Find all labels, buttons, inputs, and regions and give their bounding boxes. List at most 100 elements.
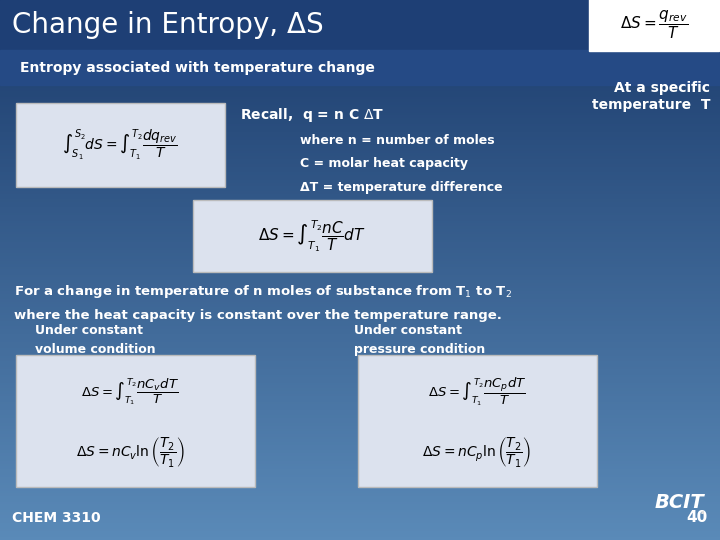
Bar [0,272,720,275]
Text: Under constant
volume condition: Under constant volume condition [35,324,156,356]
Bar [0,12,720,16]
Text: Change in Entropy, ΔS: Change in Entropy, ΔS [12,11,323,39]
Bar [0,50,720,54]
Bar [0,401,720,405]
Bar [0,299,720,302]
Bar [0,31,720,35]
Bar [0,458,720,462]
Bar [0,461,720,464]
Bar [0,312,720,316]
Text: $\int_{S_1}^{S_2} dS = \int_{T_1}^{T_2} \dfrac{dq_{rev}}{T}$: $\int_{S_1}^{S_2} dS = \int_{T_1}^{T_2} … [62,128,178,162]
Bar [0,158,720,162]
Bar [0,72,720,76]
Bar [0,399,720,402]
Bar [0,7,720,11]
Bar [0,50,720,85]
Bar [0,250,720,254]
Bar [0,409,720,413]
Bar [0,515,720,518]
Bar [0,466,720,470]
Bar [0,26,720,30]
Bar [0,85,720,89]
FancyBboxPatch shape [16,355,255,487]
Bar [0,77,720,81]
Bar [0,96,720,100]
Bar [0,512,720,516]
Bar [0,223,720,227]
Bar [0,471,720,475]
Bar [0,355,720,359]
Bar [0,174,720,178]
Bar [0,21,720,24]
Bar [0,153,720,157]
Bar [0,323,720,327]
Bar [0,0,720,3]
Bar [0,39,720,43]
Text: 40: 40 [687,510,708,525]
Bar [0,23,720,27]
Bar [0,320,720,324]
Bar [0,393,720,397]
Bar [0,372,720,375]
Bar [0,274,720,278]
Bar [0,196,720,200]
Text: BCIT: BCIT [655,492,705,511]
Bar [0,53,720,57]
Bar [0,75,720,78]
Bar [0,147,720,151]
Text: where the heat capacity is constant over the temperature range.: where the heat capacity is constant over… [14,309,502,322]
Bar [0,110,720,113]
Bar [0,331,720,335]
FancyBboxPatch shape [589,0,719,51]
Bar [0,37,720,40]
Bar [0,255,720,259]
Bar [0,282,720,286]
Bar [0,293,720,297]
Bar [0,115,720,119]
Bar [0,118,720,122]
Bar [0,390,720,394]
Bar [0,142,720,146]
Bar [0,517,720,521]
Bar [0,374,720,378]
Bar [0,477,720,481]
Bar [0,318,720,321]
Bar [0,417,720,421]
Bar [0,350,720,354]
Text: $\Delta S = nC_p \ln\left(\dfrac{T_2}{T_1}\right)$: $\Delta S = nC_p \ln\left(\dfrac{T_2}{T_… [423,435,531,469]
Bar [0,156,720,159]
Bar [0,296,720,300]
Text: Entropy associated with temperature change: Entropy associated with temperature chan… [20,61,375,75]
Bar [0,66,720,70]
Bar [0,134,720,138]
Bar [0,220,720,224]
Bar [0,150,720,154]
Bar [0,380,720,383]
Bar [0,199,720,202]
Bar [0,193,720,197]
Bar [0,377,720,381]
Bar [0,431,720,435]
Bar [0,428,720,432]
FancyBboxPatch shape [16,103,225,187]
Text: ΔT = temperature difference: ΔT = temperature difference [300,181,503,194]
Bar [0,253,720,256]
Bar [0,129,720,132]
Text: Recall,  q = n C $\Delta$T: Recall, q = n C $\Delta$T [240,106,384,124]
Text: CHEM 3310: CHEM 3310 [12,511,101,525]
Bar [0,404,720,408]
Bar [0,185,720,189]
Bar [0,363,720,367]
Bar [0,164,720,167]
Bar [0,501,720,505]
Bar [0,102,720,105]
Text: Under constant
pressure condition: Under constant pressure condition [354,324,485,356]
Bar [0,207,720,211]
Bar [0,218,720,221]
Bar [0,345,720,348]
Bar [0,369,720,373]
Bar [0,83,720,86]
Bar [0,91,720,94]
Text: $\Delta S = \int_{T_1}^{T_2} \dfrac{nC}{T}dT$: $\Delta S = \int_{T_1}^{T_2} \dfrac{nC}{… [258,218,366,254]
Bar [0,112,720,116]
